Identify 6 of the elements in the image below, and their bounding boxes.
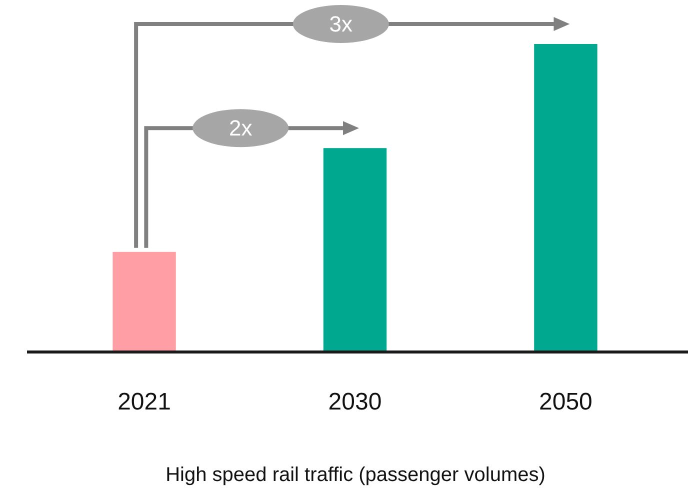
x-tick-label: 2021: [118, 388, 171, 416]
x-tick-label: 2030: [328, 388, 382, 416]
annotation: 2x: [228, 116, 252, 141]
text: 3x: [329, 12, 353, 36]
x-tick-label: 2050: [539, 388, 592, 416]
x-axis-title: High speed rail traffic (passenger volumes): [166, 464, 546, 486]
